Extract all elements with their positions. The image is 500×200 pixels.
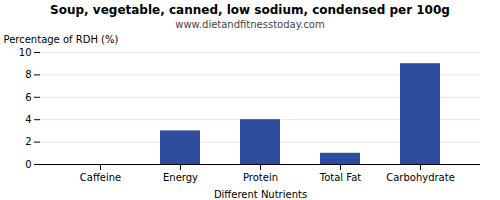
- svg-text:Different Nutrients: Different Nutrients: [214, 189, 307, 200]
- svg-text:4: 4: [25, 114, 31, 125]
- svg-text:10: 10: [19, 47, 32, 58]
- svg-text:0: 0: [25, 159, 31, 170]
- html-text:www.dietandfitnesstoday.com: www.dietandfitnesstoday.com: [175, 19, 325, 30]
- svg-text:Caffeine: Caffeine: [80, 172, 121, 183]
- svg-text:6: 6: [25, 92, 31, 103]
- svg-text:8: 8: [25, 69, 31, 80]
- svg-text:Protein: Protein: [243, 172, 278, 183]
- svg-text:Energy: Energy: [163, 172, 198, 183]
- html-text:Soup, vegetable, canned, low s: Soup, vegetable, canned, low sodium, con…: [50, 3, 450, 17]
- svg-text:Percentage of RDH (%): Percentage of RDH (%): [4, 34, 119, 45]
- svg-text:2: 2: [25, 136, 31, 147]
- svg-text:Carbohydrate: Carbohydrate: [386, 172, 455, 183]
- svg-text:Total Fat: Total Fat: [319, 172, 361, 183]
